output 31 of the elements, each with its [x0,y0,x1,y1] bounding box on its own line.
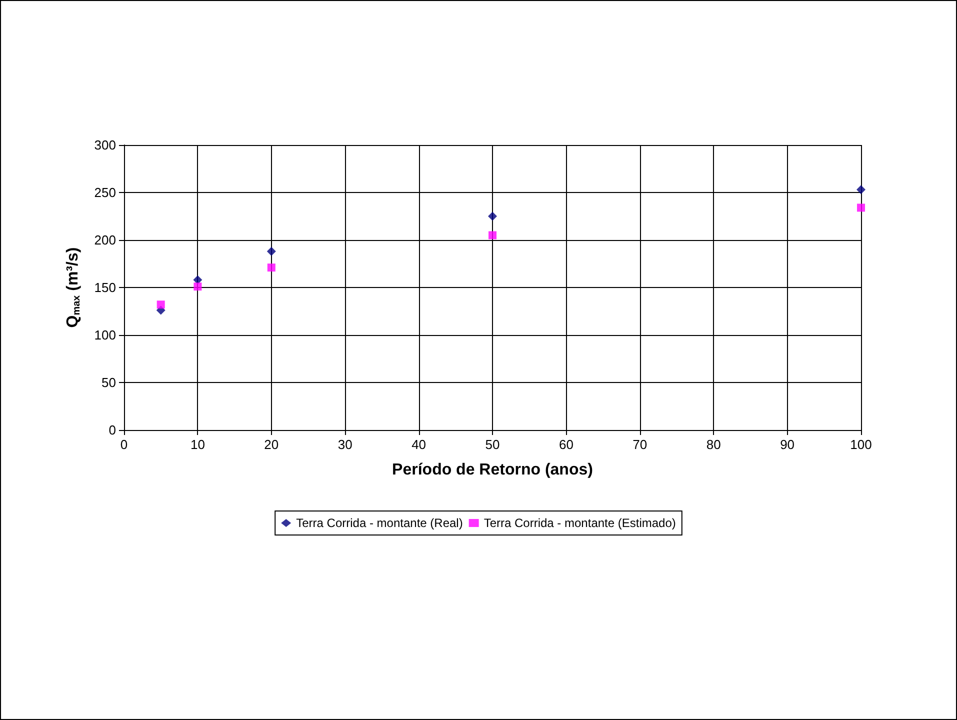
x-tick-label: 50 [485,437,500,452]
x-tick-label: 70 [632,437,648,452]
legend-label: Terra Corrida - montante (Real) [296,516,463,530]
point [193,275,202,284]
y-axis-title: Qmax (m³/s) [64,247,82,328]
y-tick-label: 250 [94,185,116,200]
x-tick-label: 10 [190,437,205,452]
x-tick-label: 100 [850,437,872,452]
x-tick-label: 0 [120,437,128,452]
x-axis-title: Período de Retorno (anos) [392,462,593,478]
x-tick-label: 60 [558,437,574,452]
point [267,264,276,272]
x-tick-label: 30 [338,437,352,452]
x-tick-label: 90 [780,437,795,452]
point [857,204,865,212]
y-tick-label: 100 [94,328,116,342]
x-tick-label: 80 [706,437,721,452]
point [194,282,202,291]
y-tick-label: 300 [94,138,116,152]
legend-label: Terra Corrida - montante (Estimado) [484,516,676,530]
point [856,185,866,194]
y-tick-label: 50 [102,375,116,390]
y-tick-label: 150 [94,280,116,295]
y-tick-label: 200 [94,232,116,248]
x-tick-label: 40 [412,437,426,452]
point [156,300,165,309]
x-tick-label: 20 [264,437,279,452]
y-tick-label: 0 [108,422,116,438]
point [488,212,497,221]
point [266,246,276,256]
point [488,231,496,240]
